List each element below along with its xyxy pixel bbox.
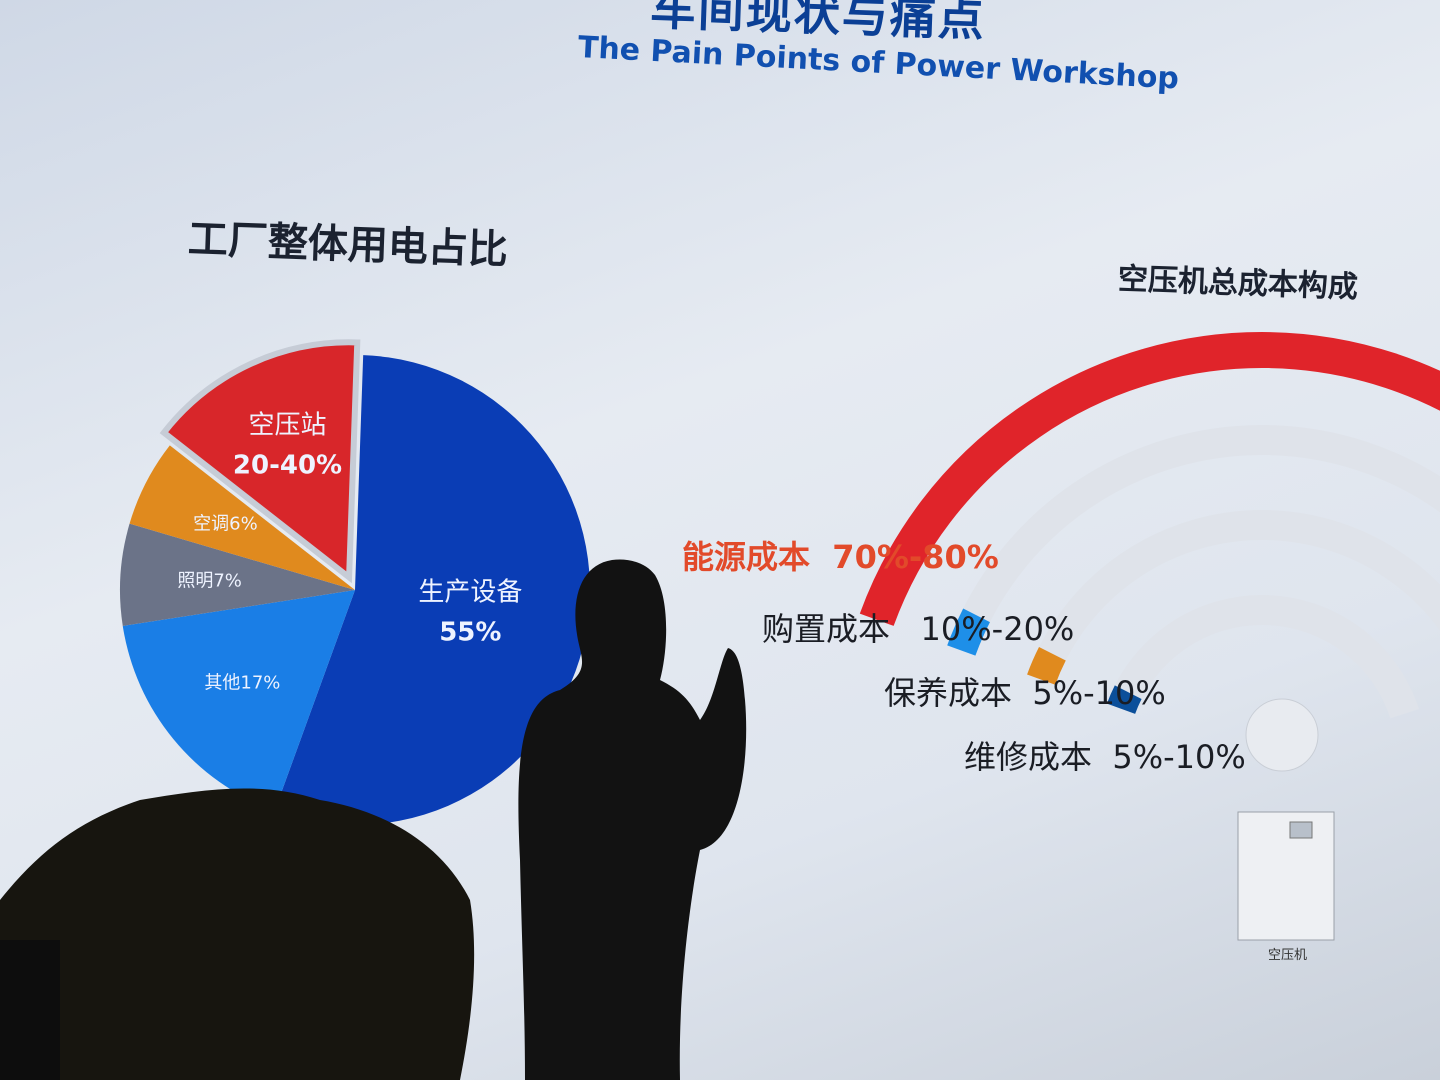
pie-slice [129,445,355,590]
cost-label-repair: 维修成本 5%-10% [964,732,1246,778]
speaker-silhouette [518,559,747,1080]
arc-segment [1027,646,1066,685]
compressor-icon [1237,811,1335,941]
cost-name: 维修成本 [964,738,1093,776]
pie-slice-value: 20-40% [233,450,342,480]
arc-track [1027,510,1440,685]
compressor-panel [1289,821,1313,839]
cost-value: 5%-10% [1112,738,1246,776]
cost-name: 保养成本 [884,674,1013,712]
arc-segment [859,332,1440,626]
cost-value: 70%-80% [832,538,999,576]
cost-label-energy: 能源成本 70%-80% [682,532,999,578]
cost-name: 能源成本 [682,538,811,576]
pie-slice-label: 空压站 [249,410,327,440]
arc-segment [947,608,991,656]
cost-label-purchase: 购置成本 10%-20% [762,604,1074,650]
pie-slice [159,339,361,584]
arc-center-dot [1245,698,1319,772]
pie-slice-label: 照明7% [177,570,242,591]
machine-label: 空压机 [1268,948,1308,963]
pie-slice-value: 55% [439,617,501,647]
arc-track [1106,595,1419,719]
pie-slice [119,523,355,626]
cost-name: 购置成本 [762,610,891,648]
arc-segment [1106,685,1142,715]
pie-slice [274,355,591,826]
flower-arrangement [0,788,475,1080]
cost-label-maintenance: 保养成本 5%-10% [884,668,1166,714]
pie-slice-label: 其他17% [204,672,280,693]
cost-value: 5%-10% [1032,674,1166,712]
cost-value: 10%-20% [920,610,1075,648]
pie-slice-label: 生产设备 [418,577,522,607]
pie-slice [122,590,355,811]
pie-slice-label: 空调6% [193,513,258,534]
podium [0,940,60,1080]
arc-track [947,425,1440,656]
